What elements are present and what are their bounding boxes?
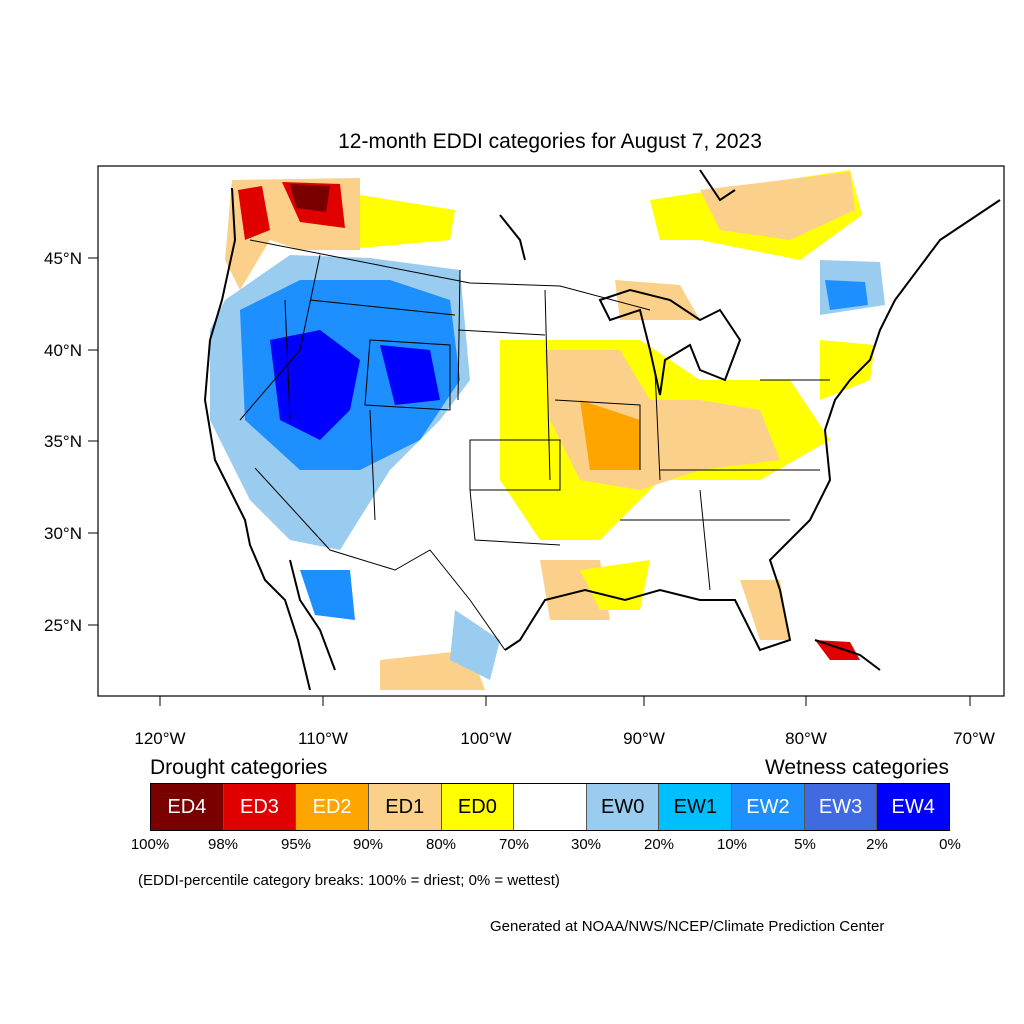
lat-label-30: 30°N (44, 524, 82, 543)
colorado-nm-line (369, 409, 376, 521)
percentile-tick: 90% (352, 836, 384, 853)
legend-swatch-neutral (514, 784, 587, 830)
illinois-indiana-line (654, 369, 661, 481)
newengland-ew2 (825, 280, 868, 310)
idaho-nevada-line (239, 254, 321, 421)
legend-label-ed3: ED3 (240, 795, 279, 818)
oklahoma-line (469, 489, 561, 546)
legend-swatch-ew4: EW4 (877, 784, 950, 830)
lon-label-90: 90°W (623, 729, 665, 748)
percentile-tick: 30% (570, 836, 602, 853)
legend-swatch-ew3: EW3 (804, 784, 878, 830)
percentile-tick: 70% (498, 836, 530, 853)
alabama-line (699, 489, 711, 591)
legend-swatch-ed2: ED2 (296, 784, 369, 830)
latitude-axis: 45°N 40°N 35°N 30°N 25°N (44, 249, 98, 635)
legend-label-ew1: EW1 (673, 795, 717, 818)
lon-label-70: 70°W (953, 729, 995, 748)
percentile-tick: 98% (207, 836, 239, 853)
us-mexico-border (254, 467, 506, 651)
map-frame (97, 165, 1005, 697)
wa-coast-ed3 (238, 186, 270, 240)
lat-label-45: 45°N (44, 249, 82, 268)
percentile-tick: 95% (280, 836, 312, 853)
legend-swatch-ew0: EW0 (586, 784, 660, 830)
sonora-ew2 (300, 570, 355, 620)
wyoming-outline (364, 339, 451, 411)
coastlines (203, 169, 1001, 691)
cuba-ed3 (815, 640, 860, 660)
percentile-tick: 80% (425, 836, 457, 853)
florida-ed1 (740, 580, 790, 640)
eddi-shading (210, 170, 885, 690)
legend-swatch-ed4: ED4 (151, 784, 224, 830)
lat-label-35: 35°N (44, 432, 82, 451)
legend-swatch-ed3: ED3 (223, 784, 297, 830)
legend-label-ew3: EW3 (818, 795, 863, 818)
legend-label-ed2: ED2 (312, 795, 352, 818)
nd-sd-line (457, 329, 546, 336)
percentile-tick: 5% (794, 836, 816, 853)
lon-label-120: 120°W (134, 729, 185, 748)
mt-wy-line (309, 299, 456, 316)
legend-label-ed1: ED1 (385, 795, 425, 818)
percentile-tick: 0% (939, 836, 961, 853)
map-plot: 45°N 40°N 35°N 30°N 25°N 120°W 110°W 100… (44, 165, 1005, 748)
hudson-bay-shore (699, 169, 736, 202)
category-legend: ED4 ED3 ED2 ED1 ED0 EW0 EW1 EW2 EW3 EW4 (150, 783, 950, 831)
pacific-coast (203, 187, 311, 691)
dakotas-west-line (457, 269, 461, 401)
gulf-of-california (289, 559, 336, 671)
wetness-heading: Wetness categories (764, 756, 949, 779)
legend-label-ed0: ED0 (457, 795, 497, 818)
legend-label-ed4: ED4 (167, 795, 207, 818)
cuba-coast (814, 639, 881, 671)
midatlantic-ed0 (820, 340, 875, 400)
great-lakes (598, 288, 742, 396)
iowa-missouri-line (554, 399, 641, 470)
montana-ed0 (360, 195, 455, 248)
nevada-utah-line (284, 299, 291, 421)
atlantic-gulf-coast (504, 199, 1001, 652)
lake-winnipeg (499, 214, 526, 261)
category-breaks-note: (EDDI-percentile category breaks: 100% =… (138, 872, 560, 889)
utah-ew4 (270, 330, 360, 440)
lat-label-40: 40°N (44, 341, 82, 360)
percentile-tick: 100% (130, 836, 170, 853)
percentile-tick: 10% (716, 836, 748, 853)
drought-heading: Drought categories (150, 756, 328, 779)
lon-label-80: 80°W (785, 729, 827, 748)
longitude-axis: 120°W 110°W 100°W 90°W 80°W 70°W (134, 696, 995, 748)
mn-ia-line (544, 289, 551, 481)
legend-swatch-ed0: ED0 (441, 784, 515, 830)
missouri-ed2 (580, 400, 640, 470)
mexico-ew0 (450, 610, 500, 680)
legend-swatch-ew1: EW1 (659, 784, 733, 830)
legend-label-ew2: EW2 (746, 795, 790, 818)
legend-swatch-ew2: EW2 (732, 784, 805, 830)
wisconsin-ed1 (615, 280, 700, 320)
kansas-outline (469, 439, 561, 491)
lat-label-25: 25°N (44, 616, 82, 635)
credit-line: Generated at NOAA/NWS/NCEP/Climate Predi… (490, 918, 885, 935)
legend-swatch-ed1: ED1 (368, 784, 442, 830)
lon-label-100: 100°W (460, 729, 511, 748)
map-title: 12-month EDDI categories for August 7, 2… (338, 130, 762, 153)
legend-label-ew0: EW0 (600, 795, 645, 818)
north-idaho-ed4 (290, 184, 330, 212)
percentile-tick: 20% (643, 836, 675, 853)
legend-label-ew4: EW4 (891, 795, 935, 818)
wyoming-ew4 (380, 345, 440, 405)
percentile-tick: 2% (866, 836, 888, 853)
ontario-ed1 (700, 172, 855, 240)
lon-label-110: 110°W (298, 729, 348, 748)
